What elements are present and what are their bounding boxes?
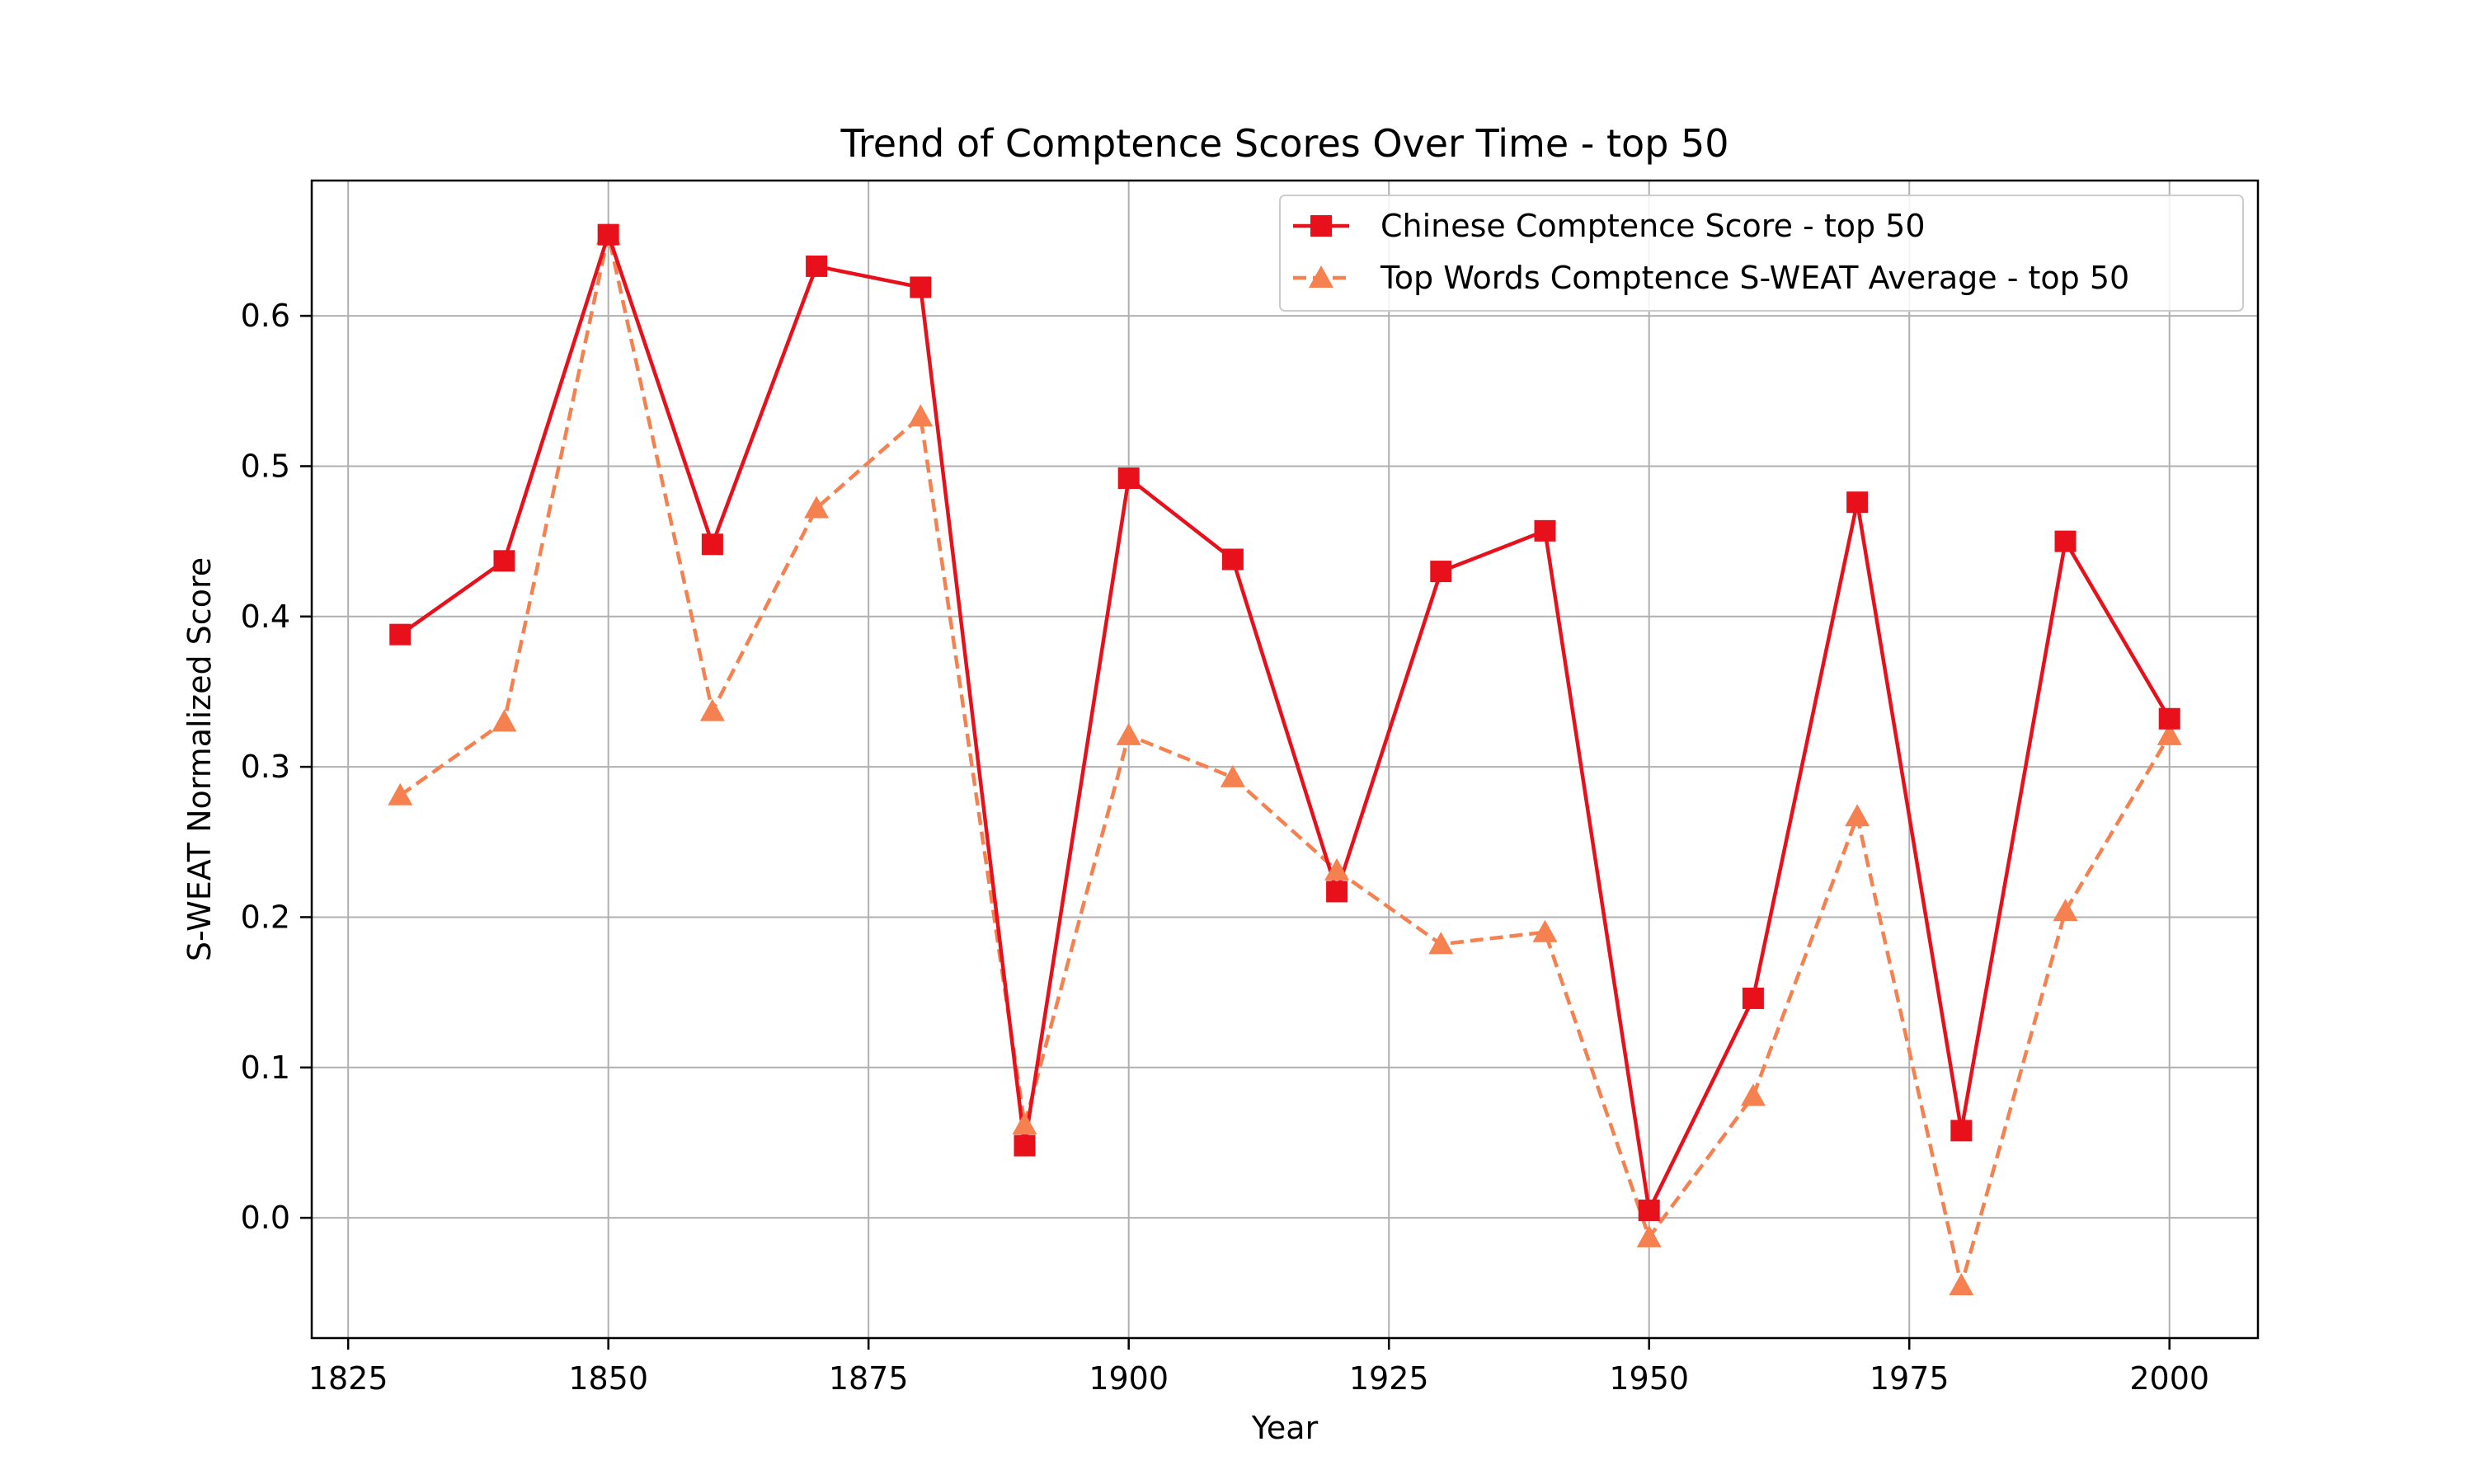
x-tick-label: 2000 [2129,1360,2209,1397]
series-2-point [1116,722,1141,745]
x-tick-label: 1825 [308,1360,388,1397]
series-2-point [492,709,517,732]
series-1-point [1117,467,1140,490]
x-tick-label: 1925 [1349,1360,1429,1397]
series-2-point [1428,932,1454,955]
series-2-point [2157,722,2182,745]
series-2-point [699,698,725,721]
grid-lines [312,181,2258,1338]
series-1-point [2054,530,2077,552]
x-tick-label: 1975 [1870,1360,1950,1397]
series-2-point [388,782,413,805]
x-tick-label: 1850 [568,1360,648,1397]
x-tick-label: 1900 [1089,1360,1169,1397]
legend-box [1279,195,2244,312]
x-axis-label: Year [1251,1410,1319,1446]
series-1-point [597,223,619,246]
series-2-point [1532,919,1558,942]
series-2-point [1012,1112,1037,1135]
y-axis: 0.0 0.1 0.2 0.3 0.4 0.5 0.6 [241,298,312,1236]
series-2-point [804,495,830,519]
series-line-2 [398,232,2171,1288]
series-2-point [1949,1273,1974,1296]
plot-area-frame [310,179,2260,1340]
series-1-point [1221,548,1244,571]
series-1-point [1742,987,1764,1009]
y-tick-label: 0.5 [241,448,290,484]
series-2-point [908,404,934,427]
chart-title: Trend of Comptence Scores Over Time - to… [840,121,1729,166]
x-axis: 1825 1850 1875 1900 1925 1950 1975 2000 [308,1338,2209,1397]
series-2-point [2053,899,2078,922]
y-tick-label: 0.3 [241,749,290,785]
x-tick-label: 1950 [1609,1360,1689,1397]
series-1-point [1846,491,1869,514]
y-tick-label: 0.4 [241,599,290,635]
series-2-point [1324,857,1350,881]
series-2-point [1636,1224,1662,1247]
legend-label-2: Top Words Comptence S-WEAT Average - top… [1380,260,2129,296]
y-axis-label: S-WEAT Normalized Score [181,557,218,961]
series-1-point [1534,519,1556,542]
series-line-1 [398,232,2171,1213]
series-2-point [1740,1083,1766,1106]
series-1-point [1326,881,1348,903]
series-2-point [1845,804,1870,827]
series-1-point [701,533,723,556]
series-lines [398,232,2171,1288]
legend: Chinese Comptence Score - top 50 Top Word… [1279,195,2244,312]
series-1-point [1638,1200,1660,1222]
series-1-point [389,623,412,646]
series-1-point [493,550,515,572]
y-tick-label: 0.0 [241,1200,290,1236]
series-1-point [1950,1120,1973,1142]
legend-marker-2 [1309,265,1333,288]
y-tick-label: 0.2 [241,899,290,935]
series-1-point [806,255,828,277]
y-tick-label: 0.1 [241,1050,290,1086]
legend-label-1: Chinese Comptence Score - top 50 [1380,208,1926,244]
series-2-point [1220,764,1245,787]
legend-marker-1 [1310,215,1332,237]
series-1-point [910,276,932,298]
x-tick-label: 1875 [829,1360,909,1397]
y-tick-label: 0.6 [241,298,290,334]
series-markers [388,222,2182,1296]
series-1-point [2158,707,2180,730]
series-1-point [1014,1134,1036,1157]
series-1-point [1430,561,1452,583]
